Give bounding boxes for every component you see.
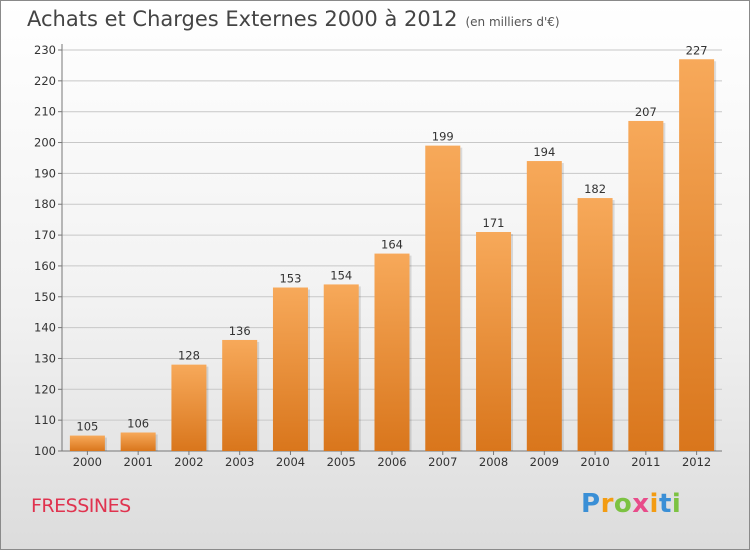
bar: [374, 253, 410, 451]
bar-value-label: 199: [432, 130, 454, 144]
bar: [526, 161, 562, 452]
commune-name: FRESSINES: [31, 495, 131, 517]
bar: [679, 59, 715, 451]
x-tick-label: 2005: [327, 455, 356, 469]
x-tick-label: 2003: [225, 455, 254, 469]
y-tick-label: 200: [34, 136, 56, 150]
y-tick-label: 140: [34, 321, 56, 335]
bar-value-label: 154: [330, 268, 352, 282]
bar-value-label: 106: [127, 416, 149, 430]
bar-value-label: 164: [381, 238, 403, 252]
y-tick-label: 210: [34, 105, 56, 119]
logo-letter: r: [600, 489, 614, 519]
y-tick-label: 150: [34, 290, 56, 304]
y-tick-label: 110: [34, 413, 56, 427]
x-tick-label: 2010: [580, 455, 609, 469]
bar: [272, 287, 308, 451]
bar-value-label: 153: [279, 272, 301, 286]
x-tick-label: 2012: [682, 455, 711, 469]
bar: [425, 145, 461, 451]
logo-letter: i: [649, 489, 659, 519]
y-tick-label: 180: [34, 197, 56, 211]
x-tick-label: 2007: [428, 455, 457, 469]
x-tick-label: 2011: [631, 455, 660, 469]
logo-letter: o: [613, 489, 633, 519]
y-tick-label: 230: [34, 43, 56, 57]
x-tick-label: 2008: [479, 455, 508, 469]
chart-title: Achats et Charges Externes 2000 à 2012 (e…: [27, 7, 560, 31]
y-tick-label: 170: [34, 228, 56, 242]
chart-title-text: Achats et Charges Externes 2000 à 2012: [27, 7, 458, 31]
chart-unit: (en milliers d'€): [465, 15, 560, 29]
bar-value-label: 136: [229, 324, 251, 338]
bar: [628, 120, 664, 451]
bar: [476, 231, 512, 451]
bar-value-label: 128: [178, 349, 200, 363]
proxiti-logo: Proxiti: [581, 489, 681, 519]
x-tick-label: 2009: [530, 455, 559, 469]
y-tick-label: 120: [34, 382, 56, 396]
bar-value-label: 171: [483, 216, 505, 230]
x-tick-label: 2004: [276, 455, 305, 469]
labels: 100 110 120 130 140 150 160 170 180 190 200 210 220 2…: [34, 43, 711, 469]
bar-value-label: 227: [686, 43, 708, 57]
bar-value-label: 194: [533, 145, 555, 159]
bar: [171, 364, 207, 451]
logo-letter: x: [632, 489, 650, 519]
y-tick-label: 130: [34, 351, 56, 365]
logo-letter: P: [581, 489, 601, 519]
y-tick-label: 190: [34, 166, 56, 180]
bar: [120, 432, 156, 451]
bars: [69, 59, 717, 452]
x-tick-label: 2000: [73, 455, 102, 469]
bar: [222, 339, 258, 451]
bar-value-label: 207: [635, 105, 657, 119]
bar: [577, 198, 613, 451]
bar-value-label: 182: [584, 182, 606, 196]
logo-letter: i: [671, 489, 682, 519]
y-tick-label: 100: [34, 444, 56, 458]
y-tick-label: 220: [34, 74, 56, 88]
x-tick-label: 2006: [377, 455, 406, 469]
y-tick-label: 160: [34, 259, 56, 273]
x-tick-label: 2001: [124, 455, 153, 469]
logo-letter: t: [658, 489, 672, 519]
bar-value-label: 105: [76, 420, 98, 434]
bar: [323, 284, 359, 451]
bar: [69, 435, 105, 451]
x-tick-label: 2002: [174, 455, 203, 469]
